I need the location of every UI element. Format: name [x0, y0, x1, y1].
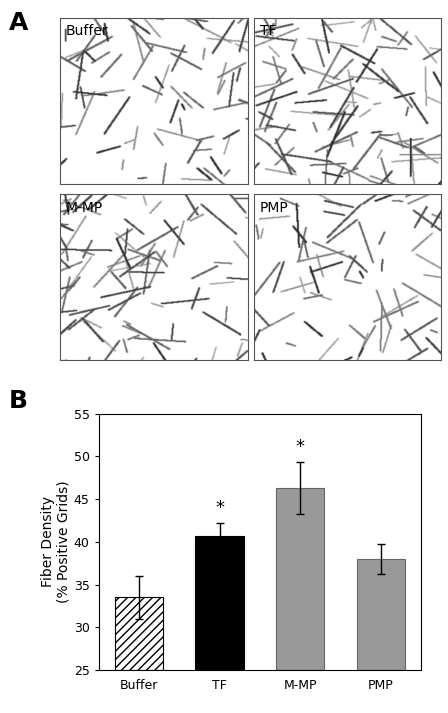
- Text: *: *: [215, 499, 224, 517]
- Bar: [357, 559, 405, 670]
- Bar: [195, 536, 244, 670]
- Bar: [115, 597, 163, 670]
- Text: M-MP: M-MP: [66, 201, 103, 215]
- Text: B: B: [9, 389, 28, 413]
- Text: TF: TF: [260, 24, 276, 39]
- Text: *: *: [296, 438, 305, 456]
- Y-axis label: Fiber Density
(% Positive Grids): Fiber Density (% Positive Grids): [41, 481, 71, 603]
- Bar: [276, 488, 324, 670]
- Text: A: A: [9, 11, 28, 35]
- Text: PMP: PMP: [260, 201, 289, 215]
- Text: Buffer: Buffer: [66, 24, 109, 39]
